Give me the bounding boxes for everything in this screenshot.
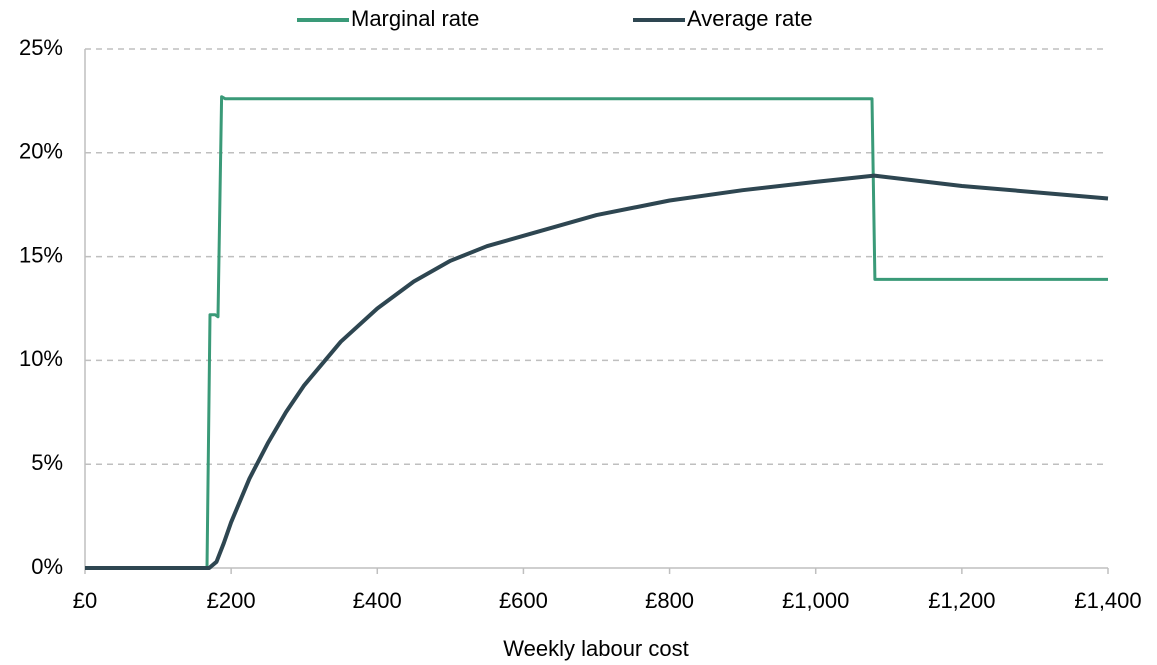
line <box>85 95 1108 570</box>
x-tick-label: £200 <box>207 588 256 613</box>
x-tick-label: £400 <box>353 588 402 613</box>
legend-label: Marginal rate <box>351 6 479 31</box>
x-tick-label: £600 <box>499 588 548 613</box>
y-tick-label: 20% <box>19 139 63 164</box>
x-tick-label: £0 <box>73 588 97 613</box>
y-tick-label: 10% <box>19 346 63 371</box>
y-tick-label: 5% <box>31 450 63 475</box>
legend-label: Average rate <box>687 6 813 31</box>
x-axis-title: Weekly labour cost <box>503 636 688 661</box>
x-tick-label: £800 <box>645 588 694 613</box>
y-tick-label: 15% <box>19 242 63 267</box>
x-tick-label: £1,000 <box>782 588 849 613</box>
x-tick-label: £1,200 <box>928 588 995 613</box>
line <box>85 173 1109 570</box>
y-tick-label: 0% <box>31 554 63 579</box>
x-tick-label: £1,400 <box>1074 588 1141 613</box>
y-tick-label: 25% <box>19 35 63 60</box>
